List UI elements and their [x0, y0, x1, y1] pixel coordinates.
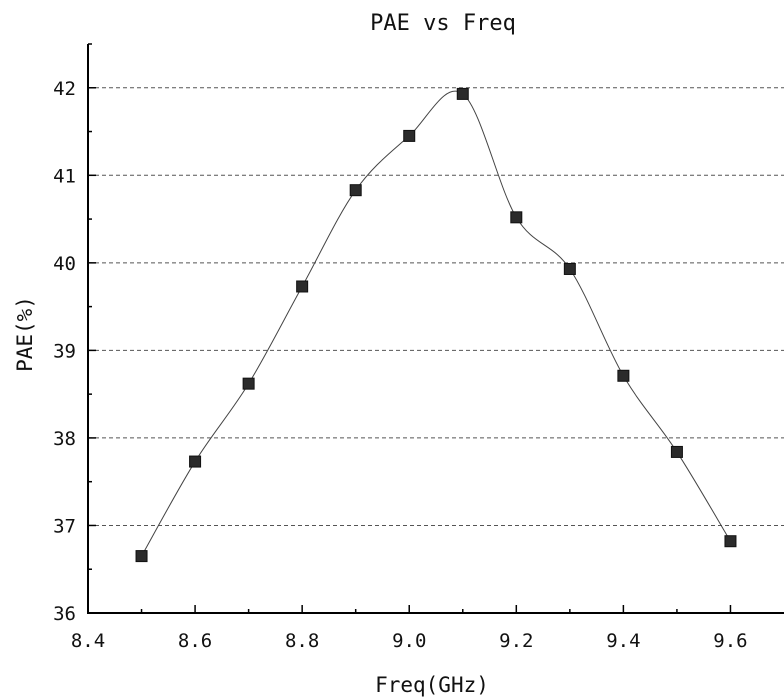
y-tick-label: 39 [53, 340, 76, 362]
data-point [135, 550, 148, 563]
x-axis-ticks: 8.4 8.6 8.8 9.0 9.2 9.4 9.6 [71, 605, 748, 652]
axes [87, 44, 784, 614]
series-line [141, 90, 731, 557]
y-tick-label: 42 [53, 78, 76, 100]
y-tick-label: 36 [53, 603, 76, 625]
y-tick-label: 41 [53, 165, 76, 187]
y-tick-label: 37 [53, 515, 76, 537]
data-point [403, 129, 416, 142]
x-tick-label: 9.4 [606, 630, 640, 652]
x-tick-label: 8.4 [71, 630, 105, 652]
y-tick-label: 38 [53, 428, 76, 450]
x-tick-label: 8.6 [178, 630, 212, 652]
data-point [242, 377, 255, 390]
x-tick-label: 9.6 [713, 630, 747, 652]
y-tick-label: 40 [53, 253, 76, 275]
data-point [724, 535, 737, 548]
x-tick-label: 9.2 [499, 630, 533, 652]
grid-lines [88, 87, 784, 526]
data-point [189, 455, 202, 468]
data-point [617, 369, 630, 382]
x-axis-label: Freq(GHz) [375, 673, 489, 697]
data-point [296, 280, 309, 293]
x-tick-label: 9.0 [392, 630, 426, 652]
data-points [135, 87, 737, 563]
x-tick-label: 8.8 [285, 630, 319, 652]
data-point [349, 184, 362, 197]
y-axis-label: PAE(%) [13, 296, 37, 372]
y-axis-ticks: 36 37 38 39 40 41 42 [53, 43, 96, 625]
data-point [456, 87, 469, 100]
data-point [510, 211, 523, 224]
chart-title: PAE vs Freq [370, 11, 516, 36]
data-point [670, 445, 683, 458]
data-point [563, 262, 576, 275]
